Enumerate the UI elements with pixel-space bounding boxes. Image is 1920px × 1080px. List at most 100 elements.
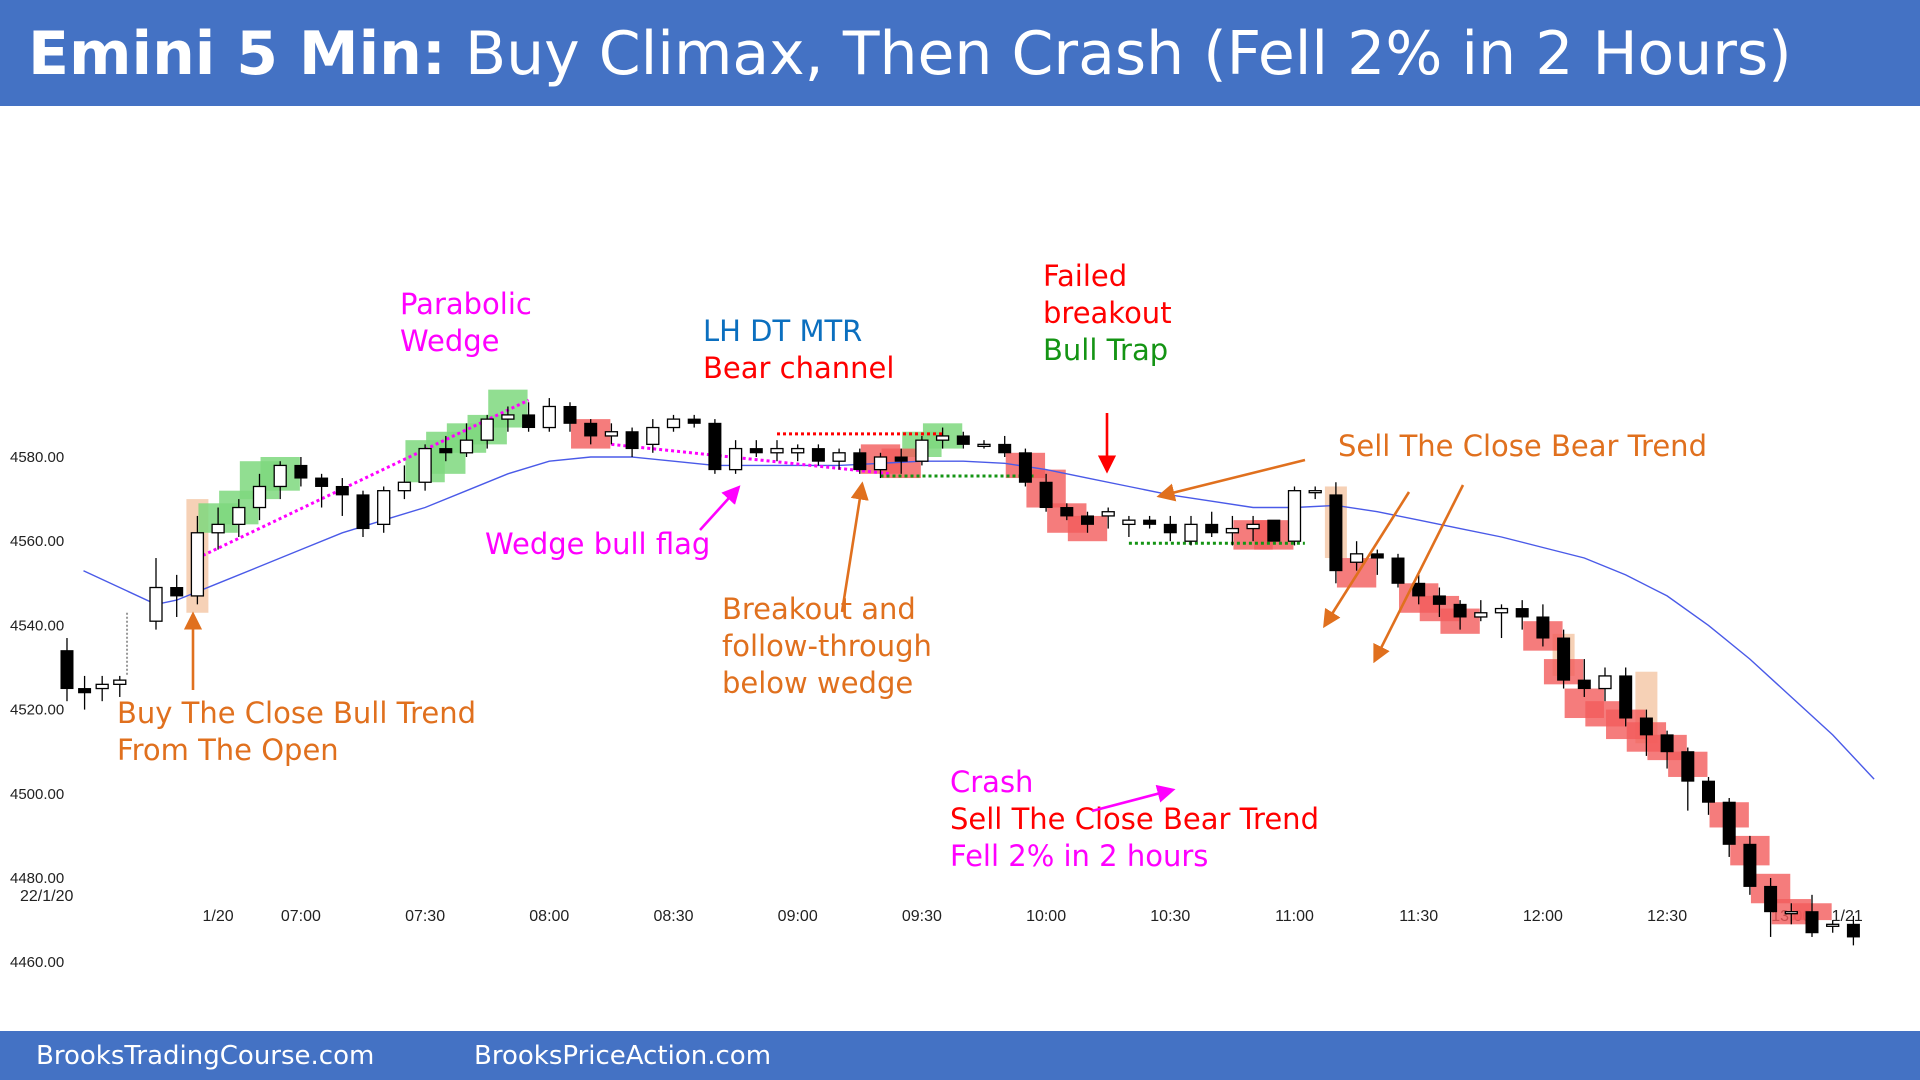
candle — [542, 405, 556, 429]
annotation-text: Wedge bull flag — [485, 527, 710, 561]
footer-site-left[interactable]: BrooksTradingCourse.com — [36, 1041, 375, 1071]
annotation-arrow — [1156, 458, 1306, 502]
x-tick-label: 09:30 — [902, 908, 942, 925]
candle — [335, 485, 349, 496]
annotation-text: Failed — [1043, 259, 1127, 293]
candle — [1702, 780, 1715, 803]
candle — [418, 447, 432, 483]
candle — [294, 464, 308, 479]
x-tick-label: 11:30 — [1399, 908, 1438, 925]
y-tick-label: 4580.00 — [10, 449, 64, 466]
candle — [728, 447, 743, 471]
annotation-arrow — [1323, 491, 1411, 629]
candle — [1349, 553, 1364, 563]
candle — [1370, 553, 1384, 559]
candle — [1515, 608, 1529, 618]
annotation-text: Wedge — [400, 324, 499, 358]
x-tick-label: 07:30 — [405, 908, 445, 925]
candle — [977, 443, 991, 448]
candle — [190, 532, 205, 597]
annotation-text: Sell The Close Bear Trend — [1338, 429, 1707, 463]
candle — [832, 452, 846, 462]
candle — [791, 447, 805, 454]
candle — [1598, 675, 1612, 690]
date-label: 22/1/20 — [20, 888, 73, 905]
annotation-text: LH DT MTR — [703, 314, 862, 348]
candle — [1308, 490, 1322, 494]
annotation-text: Bull Trap — [1043, 333, 1168, 367]
prev-day-bar — [95, 683, 109, 690]
page-title: Emini 5 Min: Buy Climax, Then Crash (Fel… — [28, 14, 1792, 94]
candle — [1557, 637, 1571, 681]
candle — [252, 485, 267, 509]
candle — [1184, 523, 1198, 542]
candle — [1432, 595, 1446, 605]
annotation-text: follow-through — [722, 629, 932, 663]
candle — [1039, 481, 1053, 509]
footer-banner: BrooksTradingCourse.com BrooksPriceActio… — [0, 1031, 1920, 1080]
y-tick-label: 4500.00 — [10, 786, 64, 803]
candle — [232, 506, 246, 526]
candle — [1267, 519, 1281, 542]
x-tick-label: 08:30 — [653, 908, 693, 925]
candle — [563, 405, 577, 424]
candle — [1391, 557, 1405, 584]
candle — [1826, 923, 1840, 927]
footer-site-right[interactable]: BrooksPriceAction.com — [474, 1041, 772, 1071]
candle — [708, 422, 722, 471]
annotation-text: Breakout and — [722, 592, 916, 626]
annotation-text: Parabolic — [400, 287, 532, 321]
candle — [853, 452, 867, 471]
y-tick-label: 4560.00 — [10, 533, 64, 550]
candle — [749, 448, 763, 454]
candle — [149, 586, 163, 622]
candle — [956, 435, 970, 445]
candle — [1494, 607, 1509, 614]
ema-line — [83, 456, 1875, 780]
candle — [522, 414, 536, 429]
candle — [1143, 519, 1157, 525]
candle — [1660, 734, 1674, 753]
annotation-text: From The Open — [117, 733, 339, 767]
prev-day-bar — [78, 688, 92, 694]
candle — [480, 418, 494, 441]
trendline-dotted — [611, 442, 892, 476]
candle — [935, 435, 950, 441]
y-tick-label: 4480.00 — [10, 870, 64, 887]
candle — [1018, 452, 1032, 483]
candle — [1060, 507, 1074, 517]
candle — [315, 477, 329, 487]
y-tick-label: 4540.00 — [10, 617, 64, 634]
candle — [439, 448, 453, 454]
candle — [646, 426, 660, 446]
prev-day-bar — [113, 679, 127, 685]
candle — [1846, 923, 1860, 938]
candle — [1287, 490, 1302, 542]
y-tick-label: 4460.00 — [10, 954, 64, 971]
x-tick-label: 08:00 — [529, 908, 569, 925]
candle — [1329, 494, 1343, 572]
x-tick-label: 10:30 — [1150, 908, 1190, 925]
candle — [915, 439, 929, 462]
candle — [1577, 679, 1591, 690]
annotation-text: Bear channel — [703, 351, 894, 385]
x-tick-label: 07:00 — [281, 908, 321, 925]
candle — [397, 481, 412, 492]
candle — [1225, 527, 1240, 534]
title-bold-part: Emini 5 Min: — [28, 19, 446, 89]
candle — [1639, 717, 1653, 736]
x-tick-label: 11:00 — [1275, 908, 1314, 925]
candle — [666, 418, 681, 429]
candle — [1081, 515, 1094, 525]
candle — [1163, 523, 1177, 534]
candle — [1122, 519, 1136, 526]
candle — [1536, 616, 1550, 639]
x-tick-label: 1/20 — [203, 908, 234, 925]
annotation-text: below wedge — [722, 666, 913, 700]
candle — [625, 431, 639, 450]
annotation-arrow — [1373, 484, 1465, 664]
annotation-arrow — [1091, 784, 1176, 813]
candle — [770, 447, 784, 454]
annotation-text: Buy The Close Bull Trend — [117, 696, 476, 730]
annotation-text: Sell The Close Bear Trend — [950, 802, 1319, 836]
